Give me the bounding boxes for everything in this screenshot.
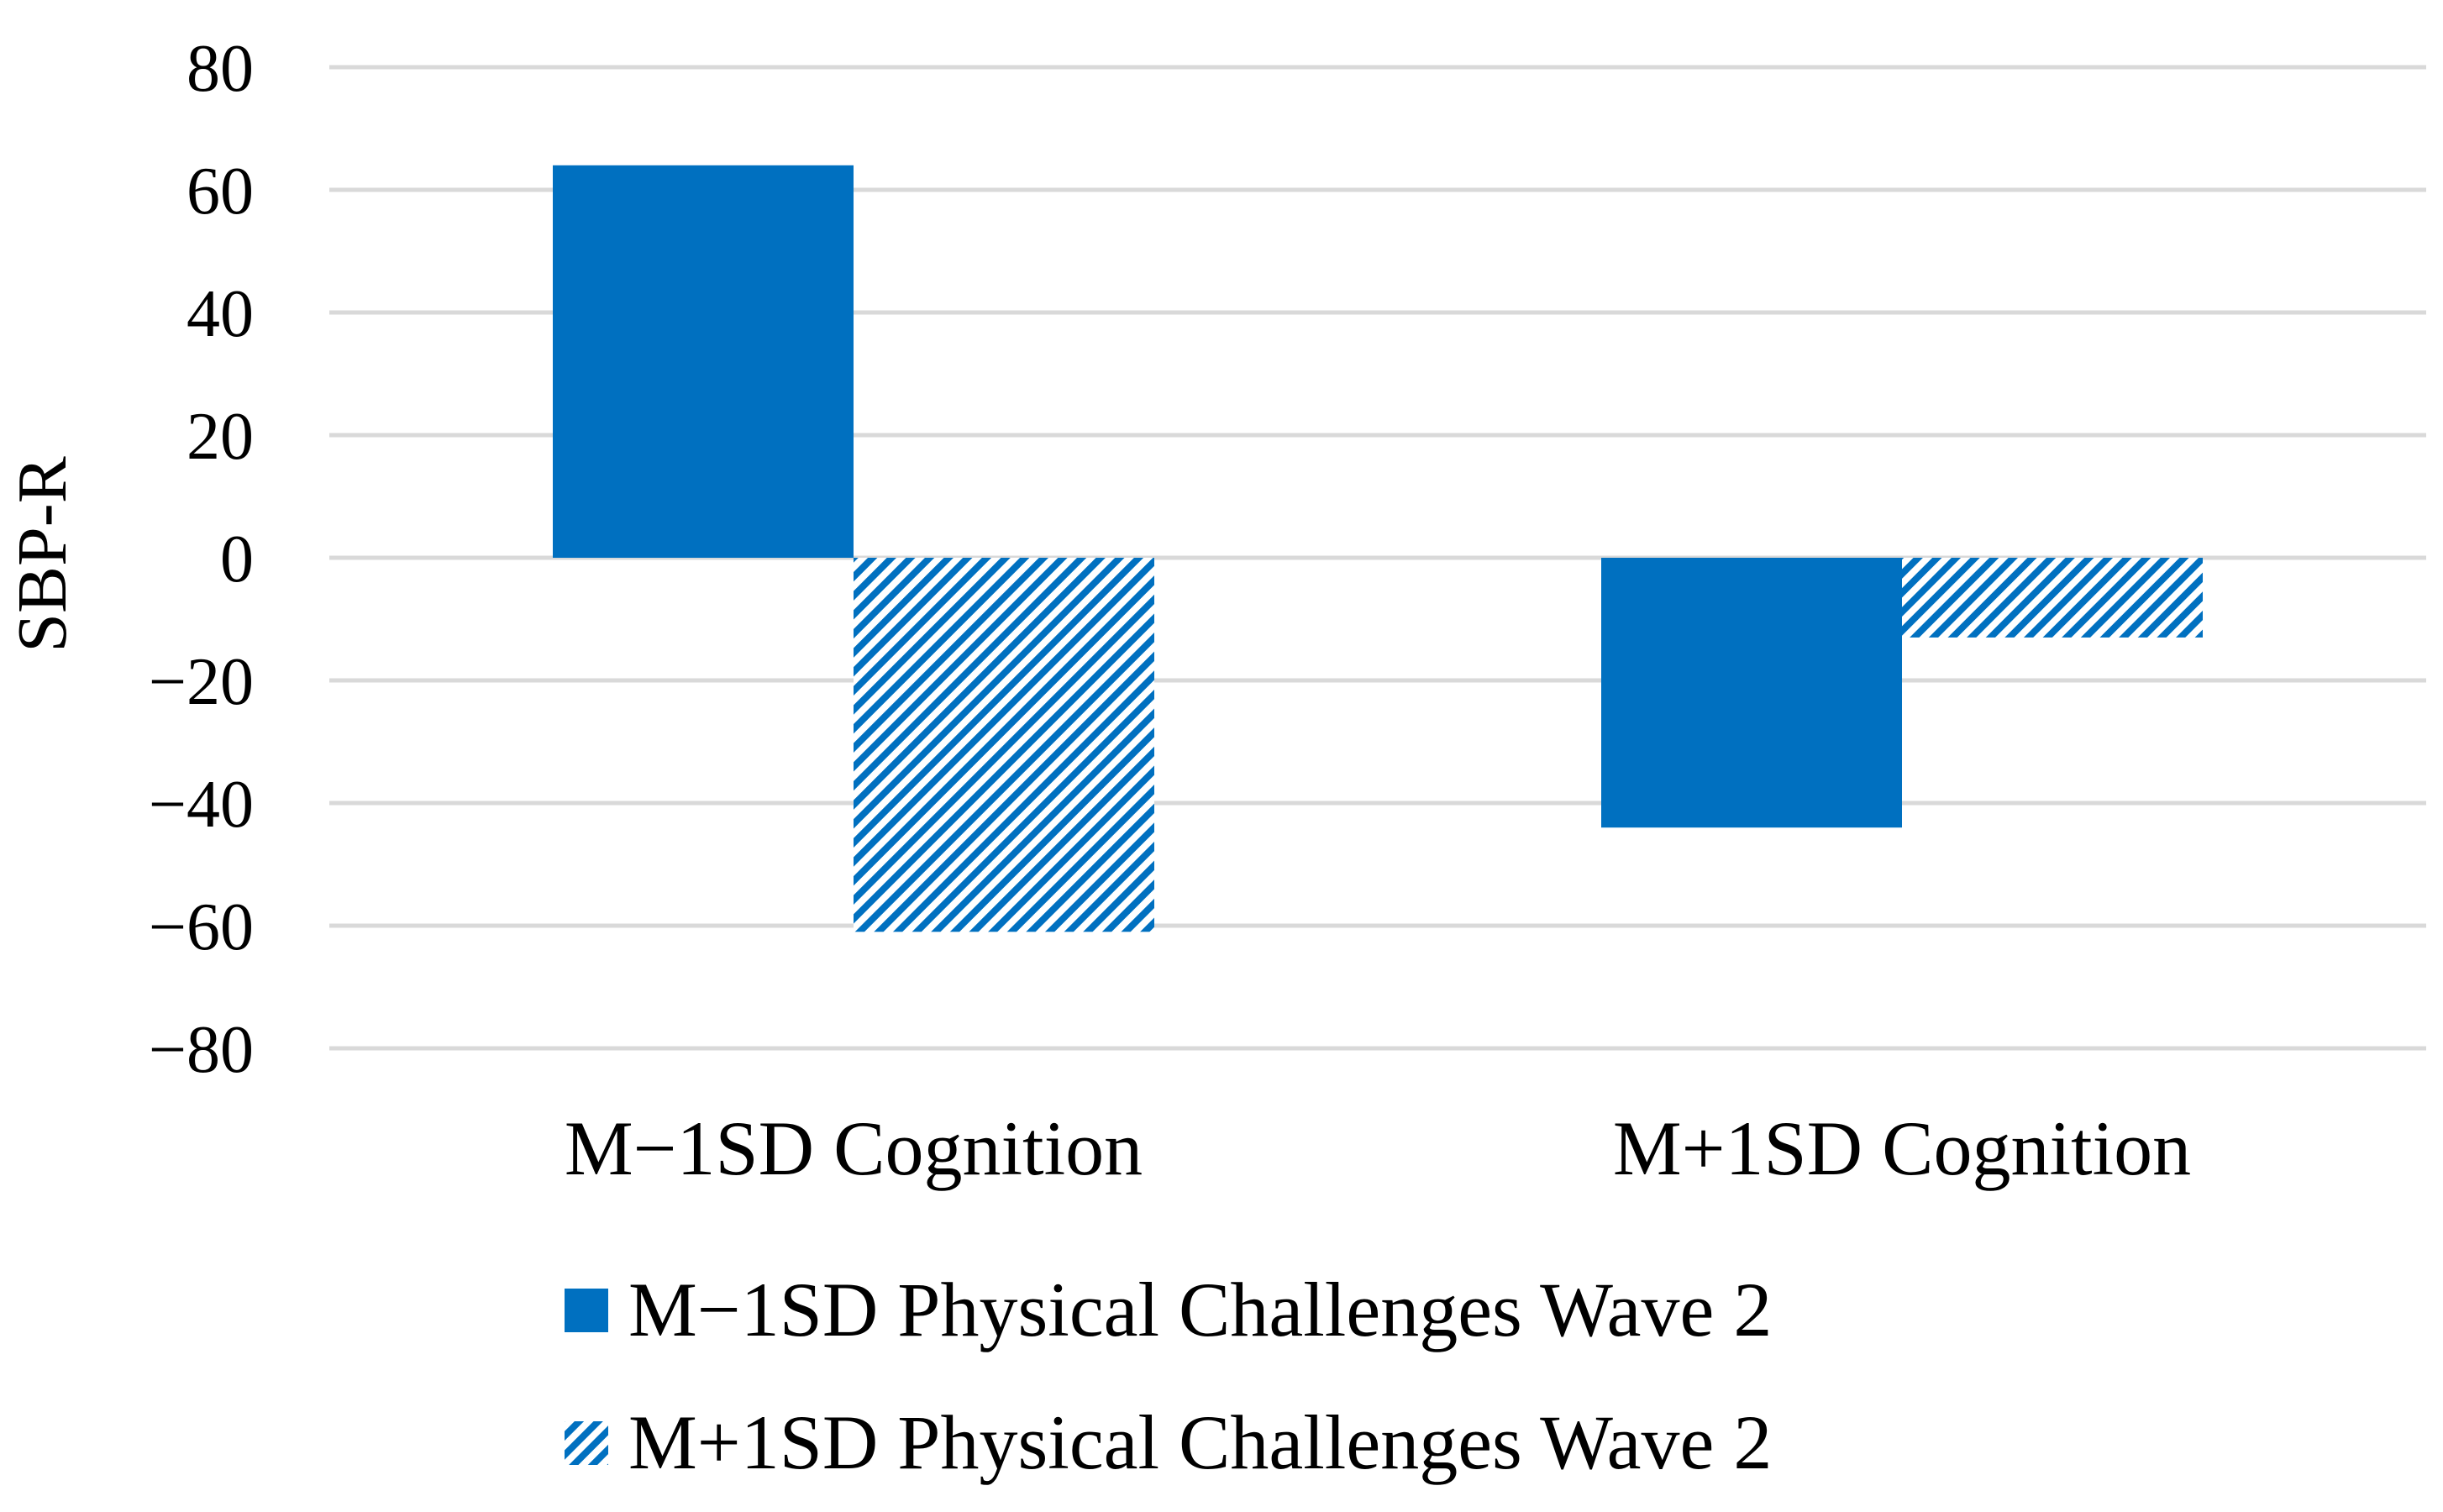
x-axis: M−1SD Cognition M+1SD Cognition — [565, 1105, 2191, 1191]
y-tick-label: −60 — [149, 890, 254, 964]
y-tick-label: −20 — [149, 645, 254, 719]
legend: M−1SD Physical Challenges Wave 2 M+1SD Ph… — [565, 1267, 1772, 1485]
legend-label-1: M−1SD Physical Challenges Wave 2 — [628, 1267, 1772, 1352]
y-tick-label: −80 — [149, 1013, 254, 1087]
y-tick-label: 40 — [187, 277, 254, 351]
bars — [553, 165, 2203, 932]
y-tick-label: 0 — [220, 522, 254, 596]
legend-swatch-1 — [565, 1289, 608, 1332]
bar-2-1 — [854, 558, 1154, 932]
x-category-label: M−1SD Cognition — [565, 1105, 1143, 1191]
legend-swatch-2 — [565, 1421, 608, 1465]
y-tick-label: −40 — [149, 768, 254, 842]
y-tick-label: 80 — [187, 32, 254, 106]
y-axis: 80 60 40 20 0 −20 −40 −60 −80 — [149, 32, 254, 1087]
bar-1-2 — [1601, 558, 1902, 828]
y-axis-title: SBP-R — [3, 456, 81, 652]
legend-label-2: M+1SD Physical Challenges Wave 2 — [628, 1399, 1772, 1485]
x-category-label: M+1SD Cognition — [1613, 1105, 2191, 1191]
y-tick-label: 60 — [187, 155, 254, 228]
y-tick-label: 20 — [187, 400, 254, 474]
bar-2-2 — [1902, 558, 2203, 638]
bar-1-1 — [553, 165, 854, 559]
